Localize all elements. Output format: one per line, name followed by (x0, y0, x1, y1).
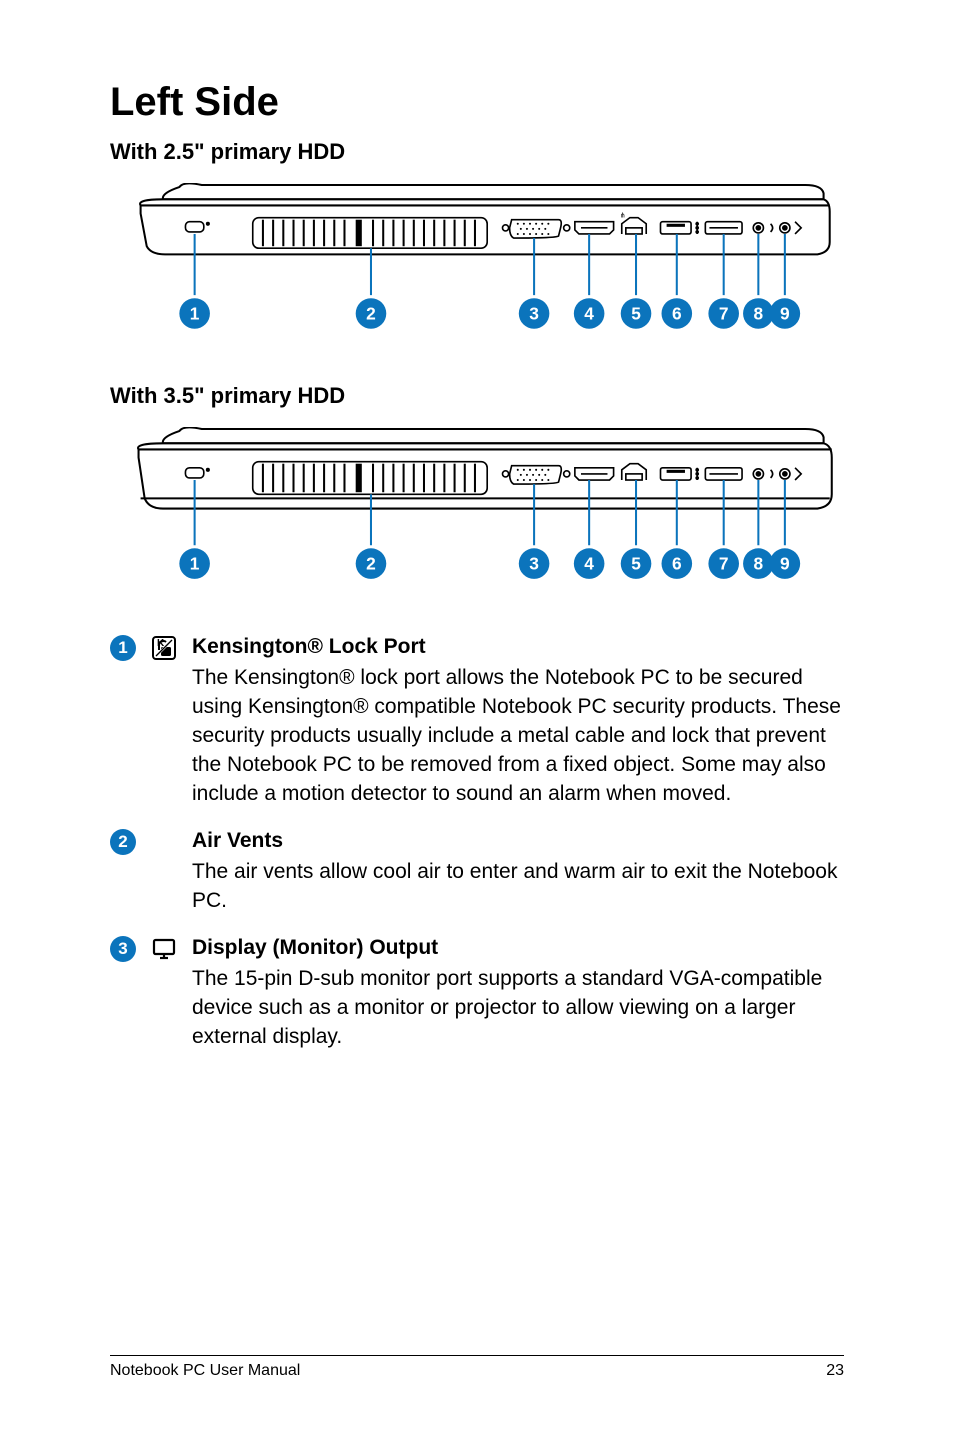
diagram-25-svg: ⋔ (110, 183, 844, 336)
badge-1: 1 (110, 635, 136, 661)
svg-text:5: 5 (631, 304, 641, 324)
desc-body-1: The Kensington® lock port allows the Not… (192, 666, 841, 805)
diagram-25-block: With 2.5" primary HDD (110, 139, 844, 341)
desc-text-1: Kensington® Lock Port The Kensington® lo… (192, 633, 844, 809)
svg-text:9: 9 (780, 304, 790, 324)
diagram-25-subtitle: With 2.5" primary HDD (110, 139, 844, 165)
desc-text-2: Air Vents The air vents allow cool air t… (192, 827, 844, 916)
desc-item-2: 2 Air Vents The air vents allow cool air… (110, 827, 844, 916)
description-list: 1 K Kensington® Lock Port The Kensington… (110, 633, 844, 1052)
svg-text:2: 2 (366, 304, 376, 324)
svg-text:4: 4 (584, 554, 594, 574)
svg-text:1: 1 (190, 554, 200, 574)
diagram-35-svg: 1 2 3 4 5 6 7 8 9 (110, 427, 844, 586)
svg-text:5: 5 (631, 554, 641, 574)
desc-body-2: The air vents allow cool air to enter an… (192, 860, 837, 912)
svg-text:7: 7 (719, 554, 729, 574)
footer-page-number: 23 (826, 1362, 844, 1380)
monitor-icon (150, 936, 178, 962)
footer-left: Notebook PC User Manual (110, 1362, 300, 1380)
svg-text:6: 6 (672, 304, 682, 324)
svg-text:1: 1 (190, 304, 200, 324)
desc-item-3: 3 Display (Monitor) Output The 15-pin D-… (110, 934, 844, 1052)
page-title: Left Side (110, 80, 844, 125)
svg-text:3: 3 (529, 304, 539, 324)
svg-text:8: 8 (754, 304, 764, 324)
svg-text:K: K (157, 638, 165, 649)
desc-title-3: Display (Monitor) Output (192, 934, 844, 963)
svg-text:4: 4 (584, 304, 594, 324)
svg-text:2: 2 (366, 554, 376, 574)
desc-text-3: Display (Monitor) Output The 15-pin D-su… (192, 934, 844, 1052)
page: Left Side With 2.5" primary HDD (0, 0, 954, 1438)
svg-text:⋔: ⋔ (620, 212, 626, 220)
desc-item-1: 1 K Kensington® Lock Port The Kensington… (110, 633, 844, 809)
kensington-icon: K (150, 635, 178, 661)
badge-2: 2 (110, 829, 136, 855)
desc-body-3: The 15-pin D-sub monitor port supports a… (192, 967, 822, 1048)
desc-title-1: Kensington® Lock Port (192, 633, 844, 662)
svg-text:7: 7 (719, 304, 729, 324)
svg-text:8: 8 (754, 554, 764, 574)
diagram-35-block: With 3.5" primary HDD (110, 383, 844, 591)
badge-3: 3 (110, 936, 136, 962)
footer: Notebook PC User Manual 23 (110, 1355, 844, 1380)
diagram-35-subtitle: With 3.5" primary HDD (110, 383, 844, 409)
svg-text:9: 9 (780, 554, 790, 574)
desc-title-2: Air Vents (192, 827, 844, 856)
svg-text:6: 6 (672, 554, 682, 574)
svg-text:3: 3 (529, 554, 539, 574)
